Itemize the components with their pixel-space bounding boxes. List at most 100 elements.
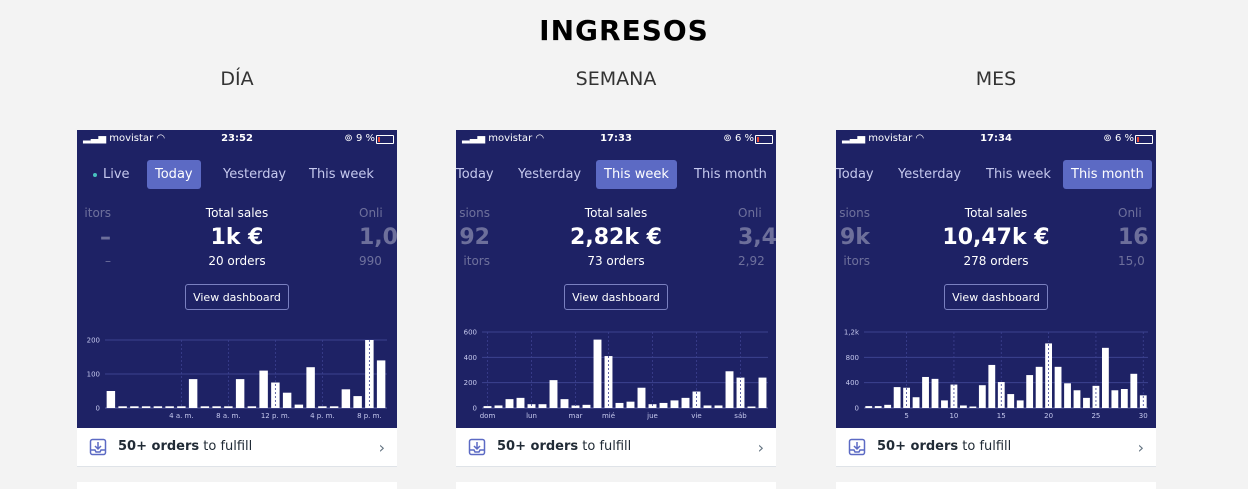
tab-yesterday[interactable]: Yesterday: [510, 160, 589, 189]
sales-bar: [259, 370, 268, 408]
carrier-name: movistar: [488, 133, 533, 144]
y-tick-label: 200: [464, 379, 477, 387]
orders-to-fulfill-row[interactable]: 50+ orders to fulfill ›: [456, 428, 776, 467]
wifi-icon: ◠: [912, 133, 925, 144]
orders-to-fulfill-text: 50+ orders to fulfill: [497, 439, 631, 454]
sales-bar: [1054, 366, 1062, 408]
tab-label: Live: [103, 167, 130, 182]
tab-label: Today: [155, 167, 193, 182]
sales-bar-chart: 200 100 0 4 a. m. 8 a. m. 12 p. m. 4 p. m. 8 p.…: [87, 337, 387, 420]
sales-bar: [725, 371, 734, 408]
sales-bar: [224, 406, 233, 408]
tab-label: Yesterday: [898, 167, 962, 182]
sales-bar: [141, 406, 151, 408]
battery-label: 6 %: [1114, 133, 1134, 144]
x-tick-label: jue: [646, 412, 658, 420]
x-tick-label: 10: [949, 412, 958, 420]
sales-bar: [494, 405, 503, 408]
sales-bar: [1045, 343, 1053, 408]
y-tick-label: 0: [96, 405, 100, 413]
metric-label: Total sales: [205, 206, 269, 220]
tab-label: Today: [836, 167, 874, 182]
tab-this-week[interactable]: This week: [978, 160, 1059, 189]
sales-bar: [538, 404, 547, 408]
y-tick-label: 400: [464, 354, 477, 362]
sales-bar: [637, 387, 646, 408]
x-tick-label: 8 a. m.: [216, 412, 240, 420]
sales-bar: [560, 399, 569, 408]
inbox-download-icon: [848, 438, 866, 456]
tab-this-week[interactable]: This week: [596, 160, 677, 189]
sales-bar: [1007, 394, 1015, 408]
sales-bar: [1083, 397, 1090, 408]
tab-yesterday[interactable]: Yesterday: [890, 160, 969, 189]
carrier-name: movistar: [109, 133, 154, 144]
tab-today[interactable]: Today: [147, 160, 201, 189]
sales-bar: [582, 404, 591, 408]
sales-bar: [648, 404, 657, 408]
metric-label: Total sales: [964, 206, 1028, 220]
battery-icon: [376, 135, 394, 144]
tab-this-week[interactable]: This week: [301, 160, 382, 189]
wifi-icon: ◠: [532, 133, 545, 144]
sales-bar: [758, 377, 767, 408]
x-tick-label: vie: [691, 412, 701, 420]
phone-screenshot: ▂▃▅ movistar ◠ 17:34 ⊚ 6 % Today Yesterday Th…: [836, 130, 1156, 489]
x-tick-label: 30: [1139, 412, 1148, 420]
chevron-right-icon: ›: [378, 438, 385, 457]
tab-this-month[interactable]: This month: [1063, 160, 1152, 189]
view-dashboard-button[interactable]: View dashboard: [185, 284, 289, 310]
metric-value: 9k: [840, 225, 870, 250]
view-dashboard-button[interactable]: View dashboard: [564, 284, 668, 310]
x-tick-label: dom: [480, 412, 496, 420]
sales-bar: [571, 405, 580, 408]
tab-live[interactable]: Live: [85, 160, 138, 189]
battery-percent: ⊚ 6 %: [1103, 133, 1134, 144]
sales-bar: [294, 404, 304, 408]
sales-bar: [318, 406, 327, 408]
page-title: INGRESOS: [539, 14, 709, 47]
sales-bar: [505, 399, 514, 408]
orders-suffix: to fulfill: [199, 439, 253, 454]
sales-bar: [247, 406, 257, 408]
sales-bar: [1035, 366, 1043, 408]
metric-value: 10,47k €: [942, 225, 1050, 250]
sales-bar: [703, 405, 712, 408]
sales-bar: [527, 404, 536, 408]
metric-center: Total sales 2,82k € 73 orders: [556, 206, 676, 270]
tab-this-month[interactable]: This month: [686, 160, 775, 189]
x-tick-label: mar: [569, 412, 583, 420]
view-dashboard-button[interactable]: View dashboard: [944, 284, 1048, 310]
sales-bar: [1073, 390, 1081, 408]
lock-rotation-icon: ⊚: [344, 133, 356, 144]
metric-subtext: 278 orders: [963, 254, 1029, 268]
x-tick-label: 25: [1091, 412, 1100, 420]
metric-center: Total sales 10,47k € 278 orders: [936, 206, 1056, 270]
x-tick-label: 5: [904, 412, 908, 420]
tab-label: Yesterday: [223, 167, 287, 182]
y-tick-label: 0: [855, 405, 859, 413]
phone-screenshot: ▂▃▅ movistar ◠ 17:33 ⊚ 6 % Today Yesterday Th…: [456, 130, 776, 489]
sales-bar: [130, 406, 139, 408]
battery-icon: [755, 135, 773, 144]
inbox-download-icon: [468, 438, 486, 456]
next-card: [836, 482, 1156, 489]
sales-bar: [912, 397, 920, 408]
metric-value: 92: [459, 225, 490, 250]
orders-to-fulfill-row[interactable]: 50+ orders to fulfill ›: [836, 428, 1156, 467]
status-bar: ▂▃▅ movistar ◠ 17:34 ⊚ 6 %: [836, 130, 1156, 148]
tab-today[interactable]: Today: [456, 160, 502, 189]
tab-yesterday[interactable]: Yesterday: [215, 160, 294, 189]
sales-bar: [747, 406, 756, 408]
x-tick-label: mié: [602, 412, 615, 420]
orders-to-fulfill-row[interactable]: 50+ orders to fulfill ›: [77, 428, 397, 467]
sales-bar: [1111, 390, 1119, 408]
battery-level: [757, 137, 759, 142]
tab-today[interactable]: Today: [836, 160, 882, 189]
metric-value: 3,4: [738, 225, 776, 250]
metric-left: itors – –: [77, 206, 111, 270]
carrier-label: ▂▃▅ movistar ◠: [83, 133, 165, 144]
sales-bar: [922, 376, 929, 408]
sales-bar: [177, 406, 186, 408]
sales-bar: [271, 382, 280, 408]
